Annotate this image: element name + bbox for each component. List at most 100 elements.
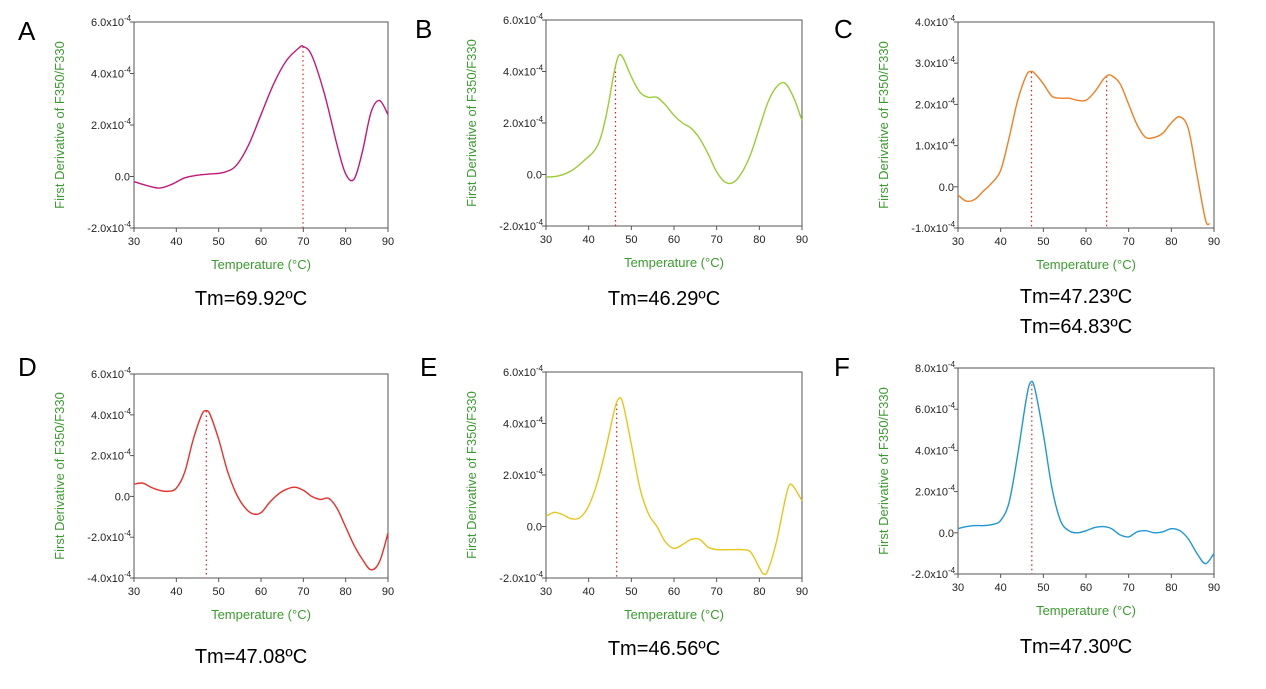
x-tick-label: 50 bbox=[625, 586, 637, 598]
y-tick-label: 2.0x10 bbox=[503, 470, 536, 482]
x-axis-title: Temperature (°C) bbox=[624, 607, 724, 622]
plot-frame bbox=[133, 373, 389, 579]
y-tick-exponent: -4 bbox=[948, 360, 956, 369]
tm-annotation: Tm=46.29ºC bbox=[608, 288, 720, 310]
data-series-line bbox=[133, 409, 389, 571]
x-tick-label: 40 bbox=[995, 582, 1007, 594]
x-tick-label: 40 bbox=[170, 586, 182, 598]
panel-E: E30 40 50 60 70 80 90-2.0x10 -40.02.0x10 -44.0x1… bbox=[420, 352, 808, 660]
x-tick-label: 30 bbox=[128, 586, 140, 598]
x-tick-label: 60 bbox=[668, 234, 680, 246]
data-series-line bbox=[133, 45, 389, 189]
y-tick-exponent: -4 bbox=[124, 570, 132, 579]
x-tick-label: 70 bbox=[1123, 236, 1135, 248]
y-tick-label: -2.0x10 bbox=[87, 223, 124, 235]
y-tick-label: 0.0 bbox=[115, 491, 130, 503]
plot-frame bbox=[545, 371, 803, 579]
y-tick-label: 6.0x10 bbox=[91, 17, 124, 29]
tm-annotation: Tm=69.92ºC bbox=[195, 288, 307, 310]
x-axis-title: Temperature (°C) bbox=[1036, 257, 1136, 272]
y-tick-exponent: -4 bbox=[948, 55, 956, 64]
x-axis-title: Temperature (°C) bbox=[1036, 603, 1136, 618]
panel-label: F bbox=[834, 352, 850, 382]
x-tick-label: 70 bbox=[297, 586, 309, 598]
y-tick-exponent: -4 bbox=[948, 220, 956, 229]
plot-frame bbox=[957, 367, 1215, 575]
panel-D: D30 40 50 60 70 80 90-4.0x10 -4-2.0x10 -40.02.0x… bbox=[18, 352, 394, 668]
y-tick-exponent: -4 bbox=[536, 364, 544, 373]
y-tick-label: 0.0 bbox=[527, 170, 542, 182]
y-tick-exponent: -4 bbox=[948, 14, 956, 23]
x-axis-title: Temperature (°C) bbox=[211, 607, 311, 622]
x-tick-label: 30 bbox=[128, 236, 140, 248]
x-tick-label: 60 bbox=[1080, 236, 1092, 248]
x-tick-label: 50 bbox=[213, 236, 225, 248]
y-tick-label: 2.0x10 bbox=[915, 99, 948, 111]
y-tick-exponent: -4 bbox=[124, 366, 132, 375]
tm-annotation: Tm=46.56ºC bbox=[608, 638, 720, 660]
y-axis-title: First Derivative of F350/F330 bbox=[464, 391, 479, 559]
x-tick-label: 40 bbox=[995, 236, 1007, 248]
y-tick-exponent: -4 bbox=[124, 117, 132, 126]
y-tick-exponent: -4 bbox=[536, 416, 544, 425]
y-tick-label: 1.0x10 bbox=[915, 141, 948, 153]
panel-label: E bbox=[420, 352, 437, 382]
y-tick-label: 2.0x10 bbox=[915, 487, 948, 499]
tm-annotation: Tm=47.08ºC bbox=[195, 646, 307, 668]
panel-B: B30 40 50 60 70 80 90-2.0x10 -40.02.0x10 -44.0x1… bbox=[415, 12, 808, 310]
x-tick-label: 60 bbox=[255, 236, 267, 248]
x-tick-label: 60 bbox=[1080, 582, 1092, 594]
x-tick-label: 90 bbox=[1208, 582, 1220, 594]
x-tick-label: 30 bbox=[952, 236, 964, 248]
tm-annotation: Tm=47.30ºC bbox=[1020, 636, 1132, 658]
y-axis-title: First Derivative of F350/F330 bbox=[876, 387, 891, 555]
x-axis-title: Temperature (°C) bbox=[211, 257, 311, 272]
data-series-line bbox=[957, 70, 1211, 226]
y-tick-exponent: -4 bbox=[536, 115, 544, 124]
tm-annotation: Tm=47.23ºC bbox=[1020, 286, 1132, 308]
y-tick-label: 0.0 bbox=[527, 522, 542, 534]
y-tick-exponent: -4 bbox=[124, 448, 132, 457]
x-tick-label: 90 bbox=[796, 586, 808, 598]
x-tick-label: 90 bbox=[382, 586, 394, 598]
y-axis-title: First Derivative of F350/F330 bbox=[52, 392, 67, 560]
y-axis-title: First Derivative of F350/F330 bbox=[876, 41, 891, 209]
panel-label: B bbox=[415, 14, 432, 44]
x-tick-label: 90 bbox=[796, 234, 808, 246]
plot-frame bbox=[133, 21, 389, 229]
x-tick-label: 80 bbox=[340, 236, 352, 248]
y-tick-exponent: -4 bbox=[124, 14, 132, 23]
y-tick-label: 0.0 bbox=[939, 182, 954, 194]
x-tick-label: 50 bbox=[1037, 236, 1049, 248]
y-tick-exponent: -4 bbox=[124, 66, 132, 75]
y-tick-label: 3.0x10 bbox=[915, 58, 948, 70]
y-tick-label: 4.0x10 bbox=[503, 419, 536, 431]
y-tick-label: -2.0x10 bbox=[499, 221, 536, 233]
data-series-line bbox=[957, 380, 1215, 565]
panel-F: F30 40 50 60 70 80 90-2.0x10 -40.02.0x10 -44.0x1… bbox=[834, 352, 1220, 658]
y-tick-label: -2.0x10 bbox=[911, 569, 948, 581]
x-axis-title: Temperature (°C) bbox=[624, 255, 724, 270]
x-tick-label: 80 bbox=[1165, 582, 1177, 594]
y-tick-label: 2.0x10 bbox=[91, 451, 124, 463]
y-tick-label: 2.0x10 bbox=[91, 120, 124, 132]
y-tick-label: 0.0 bbox=[115, 172, 130, 184]
y-tick-label: 4.0x10 bbox=[503, 67, 536, 79]
y-tick-exponent: -4 bbox=[124, 220, 132, 229]
x-tick-label: 90 bbox=[382, 236, 394, 248]
y-tick-exponent: -4 bbox=[536, 570, 544, 579]
y-tick-label: 6.0x10 bbox=[503, 367, 536, 379]
y-tick-label: -2.0x10 bbox=[87, 532, 124, 544]
x-tick-label: 60 bbox=[255, 586, 267, 598]
y-tick-exponent: -4 bbox=[536, 64, 544, 73]
panel-label: C bbox=[834, 14, 853, 44]
x-tick-label: 60 bbox=[668, 586, 680, 598]
y-axis-title: First Derivative of F350/F330 bbox=[464, 39, 479, 207]
y-tick-exponent: -4 bbox=[536, 12, 544, 21]
y-tick-label: 8.0x10 bbox=[915, 363, 948, 375]
y-tick-label: -1.0x10 bbox=[911, 223, 948, 235]
panel-label: A bbox=[18, 16, 36, 46]
x-tick-label: 90 bbox=[1208, 236, 1220, 248]
y-tick-label: 6.0x10 bbox=[503, 15, 536, 27]
